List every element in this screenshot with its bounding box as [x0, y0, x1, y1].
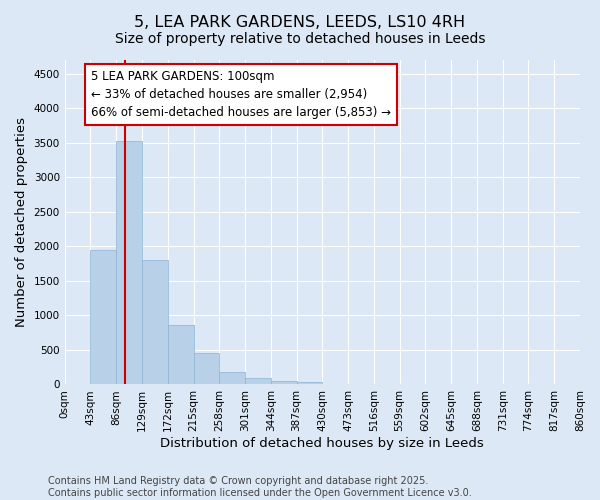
- Bar: [271, 381, 296, 384]
- Text: 5, LEA PARK GARDENS, LEEDS, LS10 4RH: 5, LEA PARK GARDENS, LEEDS, LS10 4RH: [134, 15, 466, 30]
- Y-axis label: Number of detached properties: Number of detached properties: [15, 117, 28, 327]
- X-axis label: Distribution of detached houses by size in Leeds: Distribution of detached houses by size …: [160, 437, 484, 450]
- Bar: [168, 325, 193, 384]
- Text: Size of property relative to detached houses in Leeds: Size of property relative to detached ho…: [115, 32, 485, 46]
- Bar: [219, 372, 245, 384]
- Text: 5 LEA PARK GARDENS: 100sqm
← 33% of detached houses are smaller (2,954)
66% of s: 5 LEA PARK GARDENS: 100sqm ← 33% of deta…: [91, 70, 391, 120]
- Bar: [142, 260, 168, 384]
- Text: Contains HM Land Registry data © Crown copyright and database right 2025.
Contai: Contains HM Land Registry data © Crown c…: [48, 476, 472, 498]
- Bar: [116, 142, 142, 384]
- Bar: [193, 354, 219, 384]
- Bar: [91, 250, 116, 384]
- Bar: [245, 378, 271, 384]
- Bar: [296, 382, 322, 384]
